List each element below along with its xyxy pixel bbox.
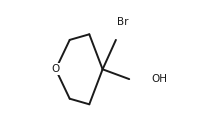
Text: Br: Br <box>117 17 129 27</box>
Text: O: O <box>52 64 60 74</box>
Text: OH: OH <box>151 74 167 84</box>
